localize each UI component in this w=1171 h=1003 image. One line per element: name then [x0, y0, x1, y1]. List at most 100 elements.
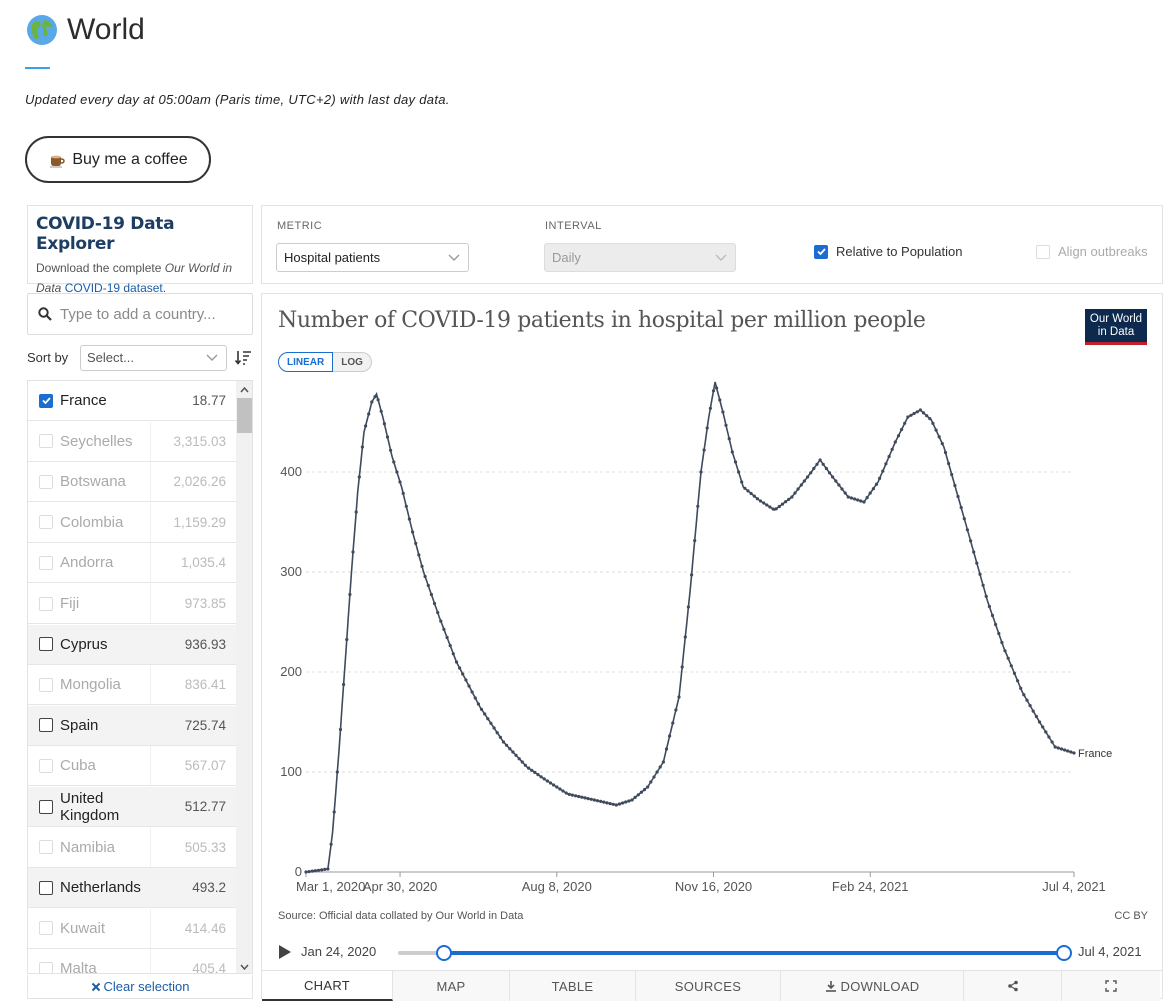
checkbox-unchecked-icon[interactable]	[39, 515, 53, 530]
checkbox-unchecked-icon[interactable]	[39, 637, 53, 652]
list-item[interactable]: Spain 725.74	[28, 705, 236, 746]
data-point	[921, 411, 926, 415]
list-item[interactable]: Andorra 1,035.4	[28, 543, 236, 584]
data-point	[815, 462, 819, 466]
owid-logo[interactable]: Our World in Data	[1085, 309, 1147, 345]
data-point	[1050, 740, 1054, 744]
data-point	[348, 592, 352, 597]
scroll-down-icon[interactable]	[236, 958, 252, 973]
data-point	[959, 506, 963, 510]
data-point	[426, 583, 430, 588]
tab-table[interactable]: TABLE	[510, 971, 636, 1001]
checkbox-unchecked-icon[interactable]	[39, 596, 53, 611]
relative-population-toggle[interactable]: Relative to Population	[814, 244, 962, 259]
data-point	[310, 869, 314, 873]
list-scrollbar[interactable]	[236, 381, 252, 973]
list-item[interactable]: Malta 405.4	[28, 949, 236, 973]
country-name: Spain	[60, 716, 99, 734]
data-point	[906, 415, 910, 419]
data-point	[780, 502, 785, 506]
country-search[interactable]	[27, 293, 253, 335]
data-point	[768, 505, 772, 509]
timeline-end-handle[interactable]	[1056, 945, 1072, 961]
list-item[interactable]: United Kingdom 512.77	[28, 787, 236, 827]
list-item[interactable]: Cuba 567.07	[28, 746, 236, 787]
list-item[interactable]: Netherlands 493.2	[28, 868, 236, 909]
fullscreen-button[interactable]	[1062, 971, 1160, 1001]
data-point	[947, 461, 951, 466]
data-point	[404, 504, 408, 508]
linear-scale-button[interactable]: LINEAR	[278, 352, 334, 372]
list-item[interactable]: Mongolia 836.41	[28, 665, 236, 706]
data-point	[865, 496, 869, 500]
play-icon[interactable]	[278, 944, 292, 960]
data-point	[583, 796, 587, 800]
data-point	[987, 604, 992, 609]
log-scale-button[interactable]: LOG	[333, 352, 372, 372]
country-value: 3,315.03	[150, 421, 236, 461]
data-point	[755, 497, 759, 501]
data-point	[962, 517, 966, 521]
country-name: Cuba	[60, 757, 96, 775]
data-point	[790, 495, 794, 499]
country-name: Colombia	[60, 513, 124, 531]
metric-select[interactable]: Hospital patients	[276, 243, 469, 272]
list-item[interactable]: Fiji 973.85	[28, 584, 236, 624]
data-point	[442, 627, 446, 631]
interval-select[interactable]: Daily	[544, 243, 736, 272]
title-underline	[25, 67, 50, 69]
data-point	[1034, 714, 1038, 719]
checkbox-unchecked-icon[interactable]	[39, 474, 53, 489]
data-point	[724, 423, 728, 427]
relative-population-label: Relative to Population	[836, 244, 963, 259]
sort-select[interactable]: Select...	[80, 345, 227, 371]
data-point	[530, 768, 534, 772]
align-outbreaks-toggle[interactable]: Align outbreaks	[1036, 244, 1148, 259]
list-item[interactable]: Seychelles 3,315.03	[28, 421, 236, 462]
list-item[interactable]: Kuwait 414.46	[28, 908, 236, 949]
tab-sources[interactable]: SOURCES	[636, 971, 781, 1001]
data-point	[414, 541, 418, 545]
data-point	[501, 740, 506, 744]
list-item[interactable]: Botswana 2,026.26	[28, 462, 236, 503]
tab-map[interactable]: MAP	[393, 971, 510, 1001]
timeline-track[interactable]	[398, 945, 1072, 961]
checkbox-unchecked-icon[interactable]	[39, 921, 53, 936]
checkbox-unchecked-icon[interactable]	[39, 555, 53, 570]
checkbox-unchecked-icon[interactable]	[39, 880, 53, 895]
list-item[interactable]: Colombia 1,159.29	[28, 502, 236, 543]
checkbox-unchecked-icon[interactable]	[39, 718, 53, 733]
tab-chart[interactable]: CHART	[262, 971, 393, 1001]
license-note[interactable]: CC BY	[1114, 910, 1148, 922]
checkbox-unchecked-icon[interactable]	[39, 961, 53, 973]
data-point	[853, 497, 857, 501]
scroll-thumb[interactable]	[237, 398, 252, 433]
data-point	[646, 785, 650, 789]
dataset-link[interactable]: COVID-19 dataset.	[64, 281, 167, 295]
checkbox-checked-icon[interactable]	[39, 393, 53, 408]
checkbox-unchecked-icon[interactable]	[1036, 244, 1050, 259]
checkbox-unchecked-icon[interactable]	[39, 758, 53, 773]
checkbox-unchecked-icon[interactable]	[39, 677, 53, 692]
scroll-up-icon[interactable]	[236, 381, 252, 398]
checkbox-checked-icon[interactable]	[814, 244, 828, 259]
list-item[interactable]: France 18.77	[28, 381, 236, 421]
tab-download[interactable]: DOWNLOAD	[781, 971, 964, 1001]
data-point	[357, 475, 361, 479]
data-point	[956, 494, 960, 499]
country-search-input[interactable]	[60, 305, 240, 323]
clear-selection-button[interactable]: Clear selection	[27, 975, 253, 999]
data-point	[972, 550, 976, 554]
buy-coffee-button[interactable]: Buy me a coffee	[25, 136, 211, 183]
data-point	[793, 491, 797, 495]
sort-descending-icon[interactable]	[235, 349, 252, 366]
checkbox-unchecked-icon[interactable]	[39, 799, 53, 814]
share-button[interactable]	[964, 971, 1062, 1001]
data-point	[423, 574, 427, 579]
checkbox-unchecked-icon[interactable]	[39, 840, 53, 855]
data-point	[871, 487, 876, 491]
checkbox-unchecked-icon[interactable]	[39, 434, 53, 449]
timeline-start-handle[interactable]	[435, 945, 452, 961]
list-item[interactable]: Namibia 505.33	[28, 827, 236, 868]
list-item[interactable]: Cyprus 936.93	[28, 624, 236, 665]
